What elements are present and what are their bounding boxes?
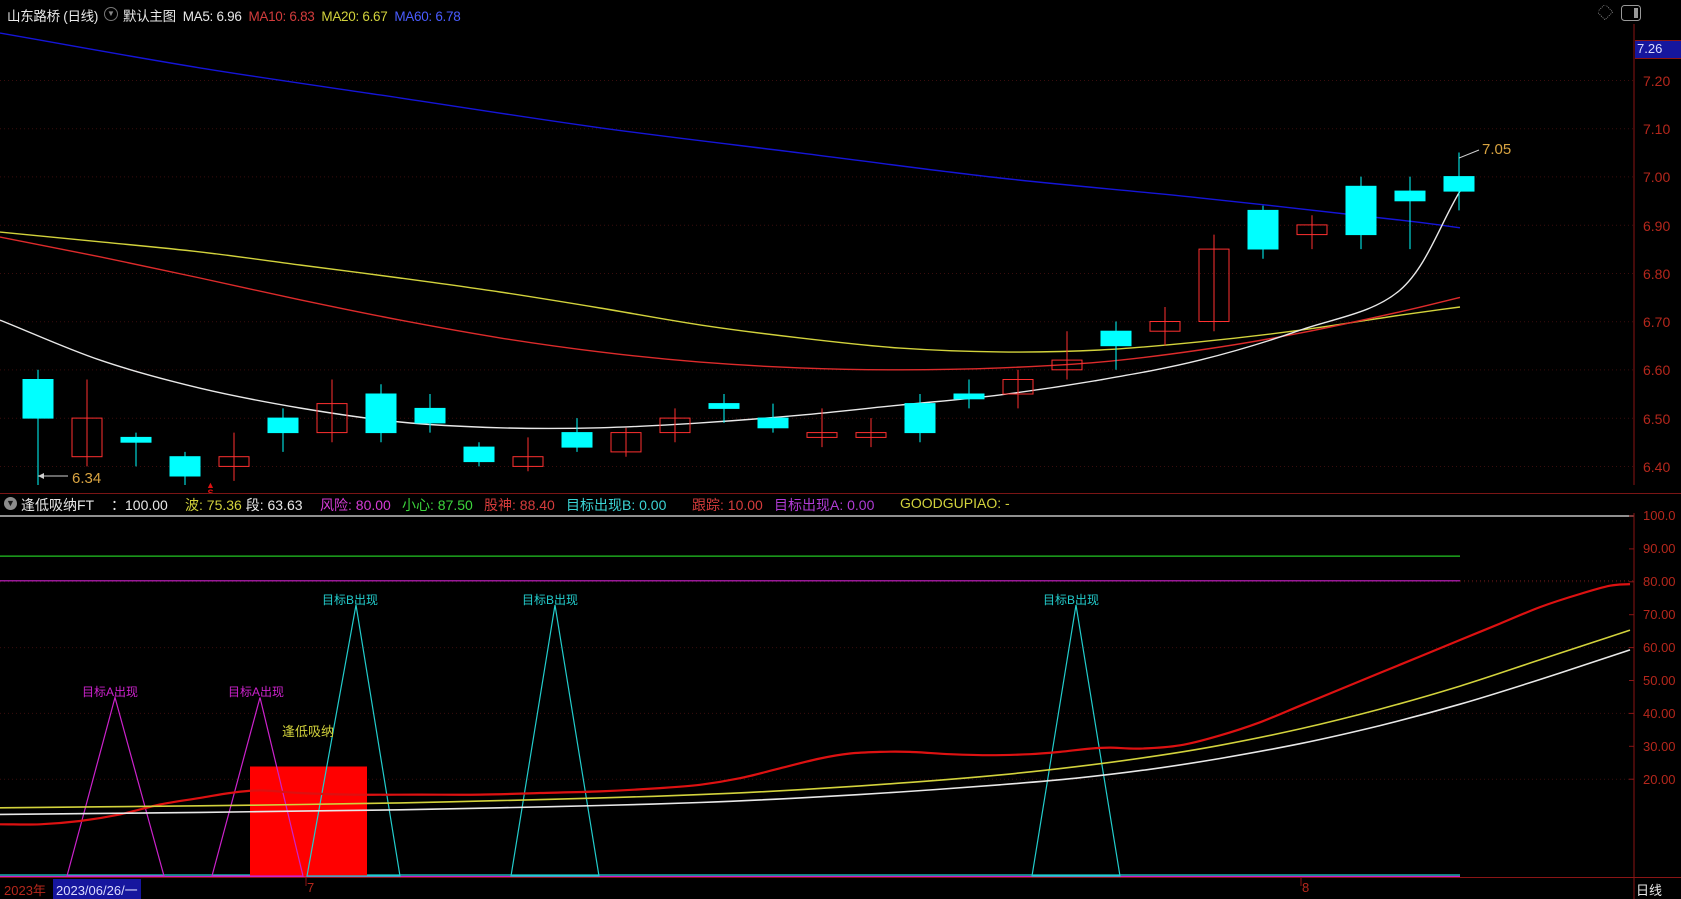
svg-text:7.05: 7.05 [1482, 142, 1511, 158]
svg-text:6.34: 6.34 [72, 470, 101, 487]
